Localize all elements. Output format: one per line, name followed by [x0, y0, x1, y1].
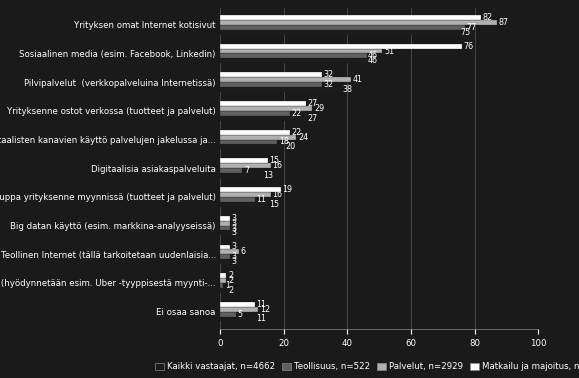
- Text: 51: 51: [384, 46, 394, 56]
- Text: 32: 32: [324, 80, 334, 89]
- Text: 16: 16: [273, 190, 283, 199]
- Text: 29: 29: [314, 104, 324, 113]
- Text: 41: 41: [352, 75, 362, 84]
- Bar: [220, 116, 306, 121]
- Bar: [220, 231, 229, 235]
- Bar: [220, 15, 481, 20]
- Text: 16: 16: [273, 161, 283, 170]
- Text: 3: 3: [231, 242, 236, 251]
- Text: 77: 77: [467, 23, 477, 32]
- Text: 27: 27: [307, 99, 318, 108]
- Text: 38: 38: [343, 85, 353, 94]
- Text: 2: 2: [228, 271, 233, 280]
- Bar: [220, 158, 267, 163]
- Text: 46: 46: [368, 56, 378, 65]
- Text: 27: 27: [307, 114, 318, 122]
- Text: 6: 6: [241, 247, 245, 256]
- Bar: [220, 307, 258, 311]
- Bar: [220, 302, 255, 307]
- Bar: [220, 316, 255, 321]
- Text: 3: 3: [231, 223, 236, 232]
- Text: 22: 22: [292, 128, 302, 137]
- Bar: [220, 254, 229, 259]
- Text: 15: 15: [269, 156, 280, 166]
- Bar: [220, 283, 223, 288]
- Text: 5: 5: [237, 310, 243, 319]
- Bar: [220, 202, 267, 207]
- Text: 2: 2: [228, 276, 233, 285]
- Text: 22: 22: [292, 109, 302, 118]
- Bar: [220, 49, 382, 53]
- Bar: [220, 77, 351, 82]
- Bar: [220, 221, 229, 226]
- Text: 12: 12: [260, 305, 270, 314]
- Bar: [220, 226, 229, 231]
- Bar: [220, 101, 306, 106]
- Text: 3: 3: [231, 214, 236, 223]
- Text: 75: 75: [460, 28, 471, 37]
- Text: 76: 76: [464, 42, 474, 51]
- Bar: [220, 130, 290, 135]
- Bar: [220, 192, 271, 197]
- Bar: [220, 245, 229, 249]
- Bar: [220, 139, 277, 144]
- Text: 87: 87: [499, 18, 509, 27]
- Text: 3: 3: [231, 228, 236, 237]
- Bar: [220, 111, 290, 116]
- Bar: [220, 58, 367, 63]
- Text: 11: 11: [256, 300, 267, 309]
- Bar: [220, 82, 322, 87]
- Text: 24: 24: [298, 133, 308, 142]
- Bar: [220, 135, 296, 139]
- Text: 15: 15: [269, 200, 280, 209]
- Text: 11: 11: [256, 195, 267, 204]
- Bar: [220, 173, 261, 178]
- Bar: [220, 311, 236, 316]
- Bar: [220, 25, 466, 29]
- Bar: [220, 216, 229, 221]
- Bar: [220, 73, 322, 77]
- Text: 3: 3: [231, 257, 236, 266]
- Text: 3: 3: [231, 218, 236, 228]
- Text: 7: 7: [244, 166, 249, 175]
- Text: 13: 13: [263, 171, 273, 180]
- Bar: [220, 273, 226, 278]
- Text: 19: 19: [282, 185, 292, 194]
- Text: 32: 32: [324, 70, 334, 79]
- Bar: [220, 249, 239, 254]
- Bar: [220, 20, 497, 25]
- Text: 11: 11: [256, 314, 267, 324]
- Text: 3: 3: [231, 252, 236, 261]
- Bar: [220, 163, 271, 168]
- Text: 20: 20: [285, 143, 295, 151]
- Bar: [220, 44, 462, 49]
- Bar: [220, 259, 229, 264]
- Bar: [220, 278, 226, 283]
- Bar: [220, 288, 226, 293]
- Bar: [220, 29, 459, 34]
- Bar: [220, 187, 281, 192]
- Text: 82: 82: [483, 13, 493, 22]
- Text: 2: 2: [228, 286, 233, 295]
- Bar: [220, 144, 284, 149]
- Bar: [220, 53, 367, 58]
- Legend: Kaikki vastaajat, n=4662, Teollisuus, n=522, Palvelut, n=2929, Matkailu ja majoi: Kaikki vastaajat, n=4662, Teollisuus, n=…: [152, 359, 579, 375]
- Bar: [220, 197, 255, 202]
- Text: 1: 1: [225, 281, 230, 290]
- Bar: [220, 106, 313, 111]
- Text: 18: 18: [279, 138, 289, 146]
- Bar: [220, 87, 341, 92]
- Text: 46: 46: [368, 51, 378, 60]
- Bar: [220, 168, 243, 173]
